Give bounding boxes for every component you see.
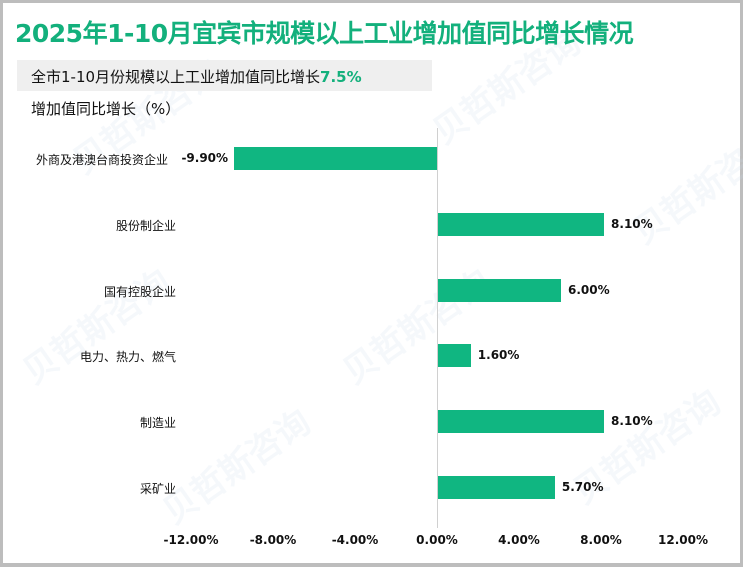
x-tick-label: 12.00%	[658, 533, 708, 547]
x-tick-label: 0.00%	[416, 533, 458, 547]
x-tick-label: 4.00%	[498, 533, 540, 547]
zero-axis-line	[437, 128, 438, 528]
value-label: 8.10%	[611, 414, 653, 428]
category-label: 外商及港澳台商投资企业	[36, 153, 169, 167]
subtitle: 全市1-10月份规模以上工业增加值同比增长7.5%	[31, 66, 362, 87]
bar	[438, 213, 605, 236]
bar	[438, 344, 471, 367]
value-label: 1.60%	[477, 348, 520, 362]
value-label: 5.70%	[561, 480, 604, 494]
subtitle-highlight: 7.5%	[320, 68, 362, 86]
category-label: 国有控股企业	[103, 285, 176, 299]
category-label: 采矿业	[139, 482, 176, 496]
value-label: 6.00%	[568, 283, 610, 297]
category-label: 电力、热力、燃气	[79, 350, 176, 364]
bar	[438, 476, 555, 499]
x-tick-label: -12.00%	[163, 533, 219, 547]
x-tick-label: -8.00%	[249, 533, 297, 547]
bar	[438, 279, 561, 302]
category-label: 制造业	[139, 416, 176, 430]
subtitle-text: 全市1-10月份规模以上工业增加值同比增长	[31, 68, 321, 86]
value-label: 8.10%	[611, 217, 653, 231]
category-label: 股份制企业	[115, 219, 176, 233]
x-tick-label: 8.00%	[580, 533, 622, 547]
axis-title: 增加值同比增长（%）	[31, 100, 181, 118]
value-label: -9.90%	[181, 151, 229, 165]
chart-title: 2025年1-10月宜宾市规模以上工业增加值同比增长情况	[15, 19, 634, 48]
subtitle-box	[17, 60, 432, 91]
x-tick-label: -4.00%	[331, 533, 379, 547]
bar	[438, 410, 605, 433]
bar	[234, 147, 437, 170]
